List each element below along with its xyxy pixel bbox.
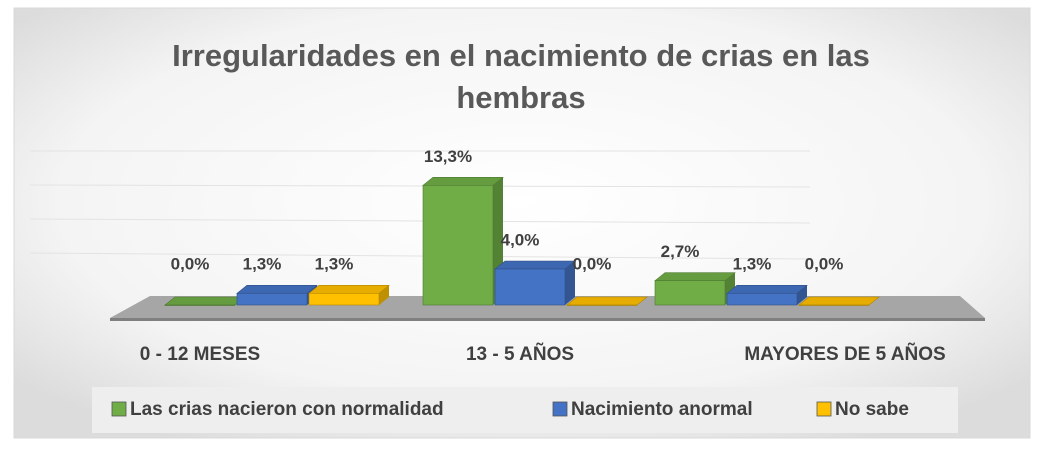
bar-side xyxy=(797,285,807,305)
value-label: 0,0% xyxy=(573,254,612,273)
bar-front xyxy=(798,304,870,306)
chart-frame xyxy=(13,7,1031,439)
bar-side xyxy=(565,261,575,305)
bar-top xyxy=(494,260,576,270)
value-label: 0,0% xyxy=(805,254,844,273)
bar-top xyxy=(308,284,390,294)
bar-side xyxy=(379,285,389,305)
bar xyxy=(494,260,576,306)
x-tick-label: MAYORES DE 5 AÑOS xyxy=(744,343,945,365)
bar xyxy=(308,284,390,306)
chart-title: Irregularidades en el nacimiento de cria… xyxy=(172,38,870,115)
legend-label: Nacimiento anormal xyxy=(571,399,753,420)
legend-label: No sabe xyxy=(835,399,909,420)
value-label: 4,0% xyxy=(501,230,540,249)
grid-line xyxy=(29,218,811,224)
bar-front xyxy=(422,185,494,306)
bar-front xyxy=(164,304,236,306)
bar-front xyxy=(308,292,380,306)
value-label: 13,3% xyxy=(424,147,472,166)
x-tick-label: 0 - 12 MESES xyxy=(140,344,260,365)
value-label: 0,0% xyxy=(171,254,210,273)
bar-top xyxy=(566,296,648,306)
x-tick-label: 13 - 5 AÑOS xyxy=(466,343,574,365)
bar-front xyxy=(654,280,726,306)
floor-edge xyxy=(110,318,985,321)
bar-top xyxy=(164,296,246,306)
legend-swatch xyxy=(816,401,832,417)
value-label: 2,7% xyxy=(661,242,700,261)
value-label: 1,3% xyxy=(315,254,354,273)
bar-top xyxy=(726,284,808,294)
bar-top xyxy=(798,296,880,306)
grid-line xyxy=(29,252,811,260)
bar xyxy=(164,296,246,306)
value-label: 1,3% xyxy=(243,254,282,273)
bar-top xyxy=(422,177,504,186)
bar-front xyxy=(566,304,638,306)
bar xyxy=(654,272,736,306)
legend-label: Las crias nacieron con normalidad xyxy=(130,399,444,420)
legend-swatch xyxy=(111,401,127,417)
grid-line xyxy=(29,184,811,188)
bar-front xyxy=(726,292,798,306)
bar xyxy=(236,284,318,306)
bar xyxy=(726,284,808,306)
bar xyxy=(798,296,880,306)
bar-front xyxy=(236,292,308,306)
legend-box xyxy=(92,387,958,433)
bar-top xyxy=(654,272,736,282)
value-label: 1,3% xyxy=(733,254,772,273)
bar xyxy=(566,296,648,306)
bar-front xyxy=(494,268,566,306)
bar xyxy=(422,177,504,306)
bar-top xyxy=(236,284,318,294)
legend-swatch xyxy=(552,401,568,417)
